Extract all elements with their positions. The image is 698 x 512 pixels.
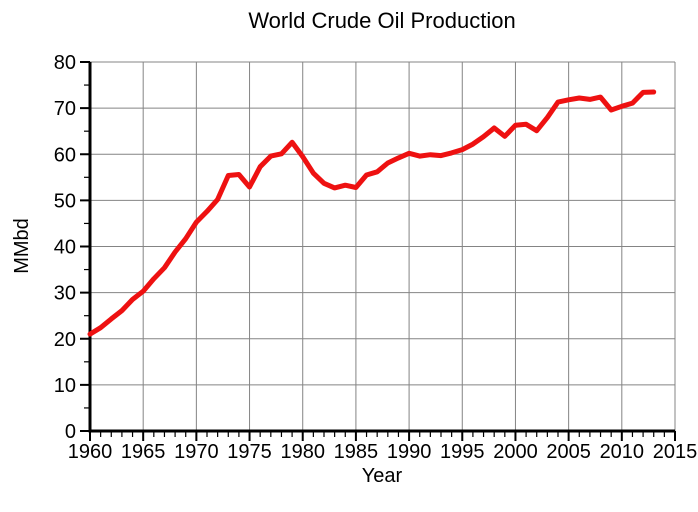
x-tick-label: 1985 bbox=[334, 441, 379, 463]
tick-labels: 1960 1965 1970 1975 1980 1985 1990 1995 2000 2005… bbox=[54, 52, 698, 463]
y-tick-label: 0 bbox=[65, 421, 76, 443]
x-tick-label: 1965 bbox=[121, 441, 166, 463]
x-tick-label: 2010 bbox=[600, 441, 645, 463]
production-line bbox=[87, 89, 657, 337]
y-tick-label: 10 bbox=[54, 375, 76, 397]
x-tick-label: 2000 bbox=[493, 441, 538, 463]
x-tick-label: 1970 bbox=[174, 441, 219, 463]
x-tick-label: 2005 bbox=[546, 441, 591, 463]
y-tick-label: 50 bbox=[54, 190, 76, 212]
y-tick-label: 60 bbox=[54, 144, 76, 166]
x-tick-label: 1975 bbox=[227, 441, 272, 463]
y-tick-label: 30 bbox=[54, 283, 76, 305]
axes bbox=[88, 62, 675, 433]
x-tick-label: 1990 bbox=[387, 441, 432, 463]
data-series bbox=[87, 89, 657, 337]
x-tick-label: 1995 bbox=[440, 441, 485, 463]
x-axis-label: Year bbox=[362, 465, 403, 487]
y-tick-label: 70 bbox=[54, 98, 76, 120]
chart-title: World Crude Oil Production bbox=[248, 8, 515, 33]
y-tick-label: 40 bbox=[54, 237, 76, 259]
x-tick-label: 1960 bbox=[68, 441, 113, 463]
x-tick-label: 1980 bbox=[280, 441, 325, 463]
y-axis-label: MMbd bbox=[11, 218, 33, 274]
x-tick-label: 2015 bbox=[653, 441, 698, 463]
y-tick-label: 80 bbox=[54, 52, 76, 74]
y-tick-label: 20 bbox=[54, 329, 76, 351]
axis-ticks bbox=[80, 61, 676, 441]
